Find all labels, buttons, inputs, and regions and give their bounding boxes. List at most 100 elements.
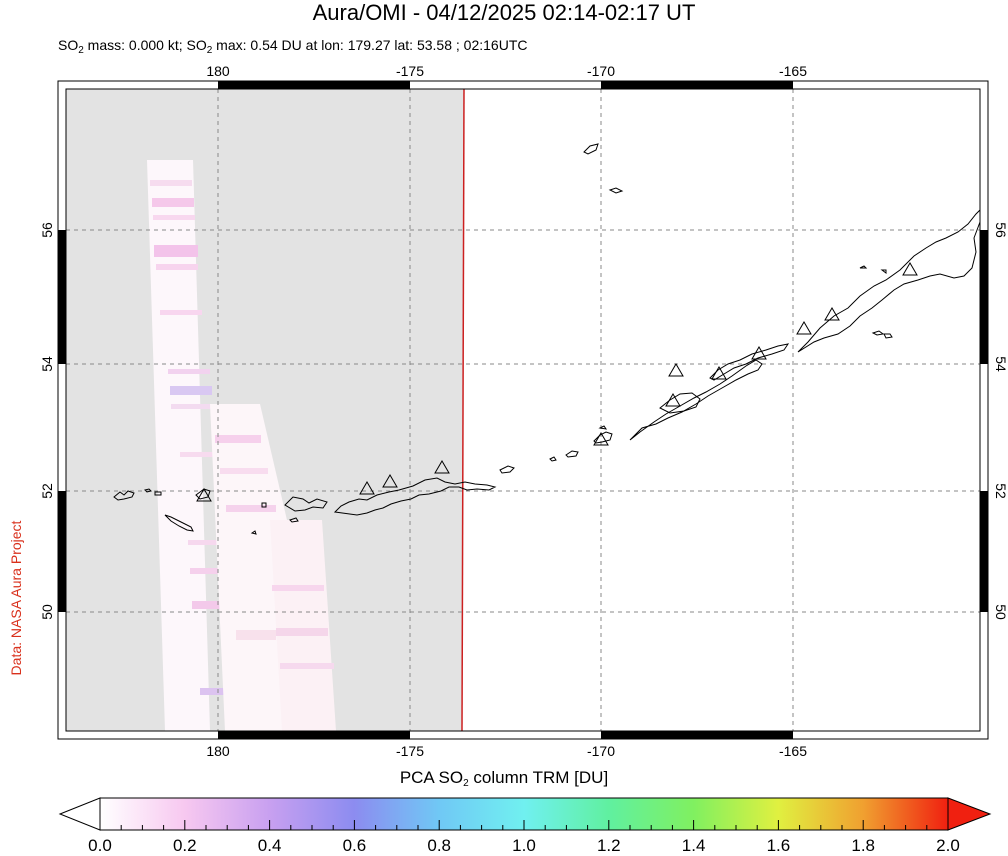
volcano-icon: [902, 262, 918, 276]
swath-pixel: [215, 435, 261, 443]
volcano-icon: [196, 488, 212, 502]
island-attu: [113, 490, 135, 501]
top-band-2: [601, 81, 793, 89]
swath-pixel: [168, 369, 210, 374]
swath-pixel: [190, 568, 232, 574]
bottom-band-2: [601, 731, 793, 739]
frame-bands: [58, 81, 988, 739]
lat-label-right: 50: [993, 604, 1008, 620]
volcano-icon: [593, 432, 609, 446]
volcano-icon: [668, 363, 684, 377]
swath-pixel: [236, 630, 276, 640]
swath-pixel: [200, 688, 240, 695]
swath-pixel: [150, 180, 192, 186]
swath-pixel: [170, 386, 212, 395]
swath-pixel: [272, 585, 324, 591]
swath-pixel: [160, 310, 202, 315]
lat-label-right: 54: [993, 356, 1008, 372]
swath-pixel: [276, 628, 328, 636]
colorbar-label: 0.2: [172, 836, 197, 855]
volcano-icon: [711, 366, 727, 380]
coastlines: [113, 143, 980, 535]
lon-label-bottom: 180: [206, 743, 230, 759]
island-st-george: [608, 187, 624, 194]
colorbar-label: 1.4: [681, 836, 706, 855]
volcano-icon: [796, 321, 812, 335]
swath-strip-1: [147, 160, 210, 731]
colorbar-label: 1.6: [766, 836, 791, 855]
lat-label-left: 52: [39, 483, 55, 499]
island-unimak: [709, 343, 790, 381]
island-kiska: [195, 488, 211, 500]
swath-pixel: [154, 245, 198, 257]
island-small: [859, 265, 887, 274]
island-andreanof: [333, 477, 497, 516]
lon-label-top: -165: [779, 63, 807, 79]
graticule: [66, 89, 980, 731]
colorbar-title-suffix: column TRM [DU]: [468, 768, 609, 787]
colorbar-high-arrow: [947, 797, 992, 831]
swath-pixel: [153, 215, 195, 220]
lon-label-bottom: -175: [396, 743, 424, 759]
island-seguam: [499, 465, 515, 474]
swath-pixel: [192, 601, 234, 609]
island-shumagin: [871, 330, 893, 339]
island-rat: [250, 502, 267, 535]
swath-pixel: [171, 404, 213, 409]
colorbar-label: 0.6: [342, 836, 367, 855]
island-st-paul: [583, 143, 599, 155]
colorbar-title: PCA SO2 column TRM [DU]: [0, 768, 1008, 789]
swath-pixel: [156, 264, 198, 270]
so2-mass-subscript: 2: [78, 45, 84, 56]
colorbar-label: 0.4: [257, 836, 282, 855]
volcano-icon: [824, 307, 840, 321]
map-inner-frame: [65, 88, 981, 732]
colorbar: [58, 797, 992, 831]
volcano-icon: [751, 346, 767, 360]
bottom-band-1: [218, 731, 410, 739]
so2-max-subscript: 2: [206, 45, 213, 56]
swath-pixel: [180, 452, 222, 457]
colorbar-title-subscript: 2: [463, 778, 469, 789]
lon-label-top: -170: [587, 63, 615, 79]
colorbar-label: 0.8: [427, 836, 451, 855]
page-title: Aura/OMI - 04/12/2025 02:14-02:17 UT: [312, 0, 696, 25]
lat-label-right: 52: [993, 483, 1008, 499]
island-delarof: [284, 496, 328, 523]
swath-pixel: [220, 468, 268, 474]
so2-summary: SO2 mass: 0.000 kt; SO2 max: 0.54 DU at …: [58, 36, 527, 60]
lat-label-right: 56: [993, 222, 1008, 238]
volcano-icon: [359, 481, 375, 495]
swath-strip-3: [270, 520, 336, 731]
axis-labels: 180 -175 -170 -165 180 -175 -170 -165 56…: [39, 63, 1008, 759]
right-band-2: [980, 491, 988, 612]
island-umnak: [593, 425, 613, 444]
colorbar-low-arrow: [58, 797, 101, 831]
lon-label-bottom: -165: [779, 743, 807, 759]
island-islands-of-four-mountains: [549, 450, 579, 462]
left-band-2: [58, 491, 66, 612]
lon-label-bottom: -170: [587, 743, 615, 759]
colorbar-label: 1.2: [596, 836, 621, 855]
island-unalaska-unimak: [629, 359, 763, 441]
colorbar-ticks: [99, 820, 949, 830]
colorbar-label: 1.0: [512, 836, 536, 855]
island-semichi: [144, 488, 162, 496]
so2-mass-prefix: SO: [58, 37, 79, 53]
swath-edge-line: [461, 89, 465, 731]
lat-label-left: 50: [39, 604, 55, 620]
so2-max-text: max: 0.54 DU at lon: 179.27 lat: 53.58 ;…: [212, 37, 528, 53]
island-buldir-area: [164, 514, 194, 532]
top-band-1: [218, 81, 410, 89]
swath-pixel: [188, 540, 230, 545]
lon-label-top: -175: [396, 63, 424, 79]
volcano-markers: [196, 262, 918, 502]
island-unalaska: [659, 392, 701, 414]
swath-pixel: [280, 663, 334, 669]
swath-pixel: [226, 505, 276, 512]
lon-label-top: 180: [206, 63, 230, 79]
volcano-icon: [382, 474, 398, 488]
swath-pixel: [152, 198, 194, 207]
lat-label-left: 56: [39, 222, 55, 238]
